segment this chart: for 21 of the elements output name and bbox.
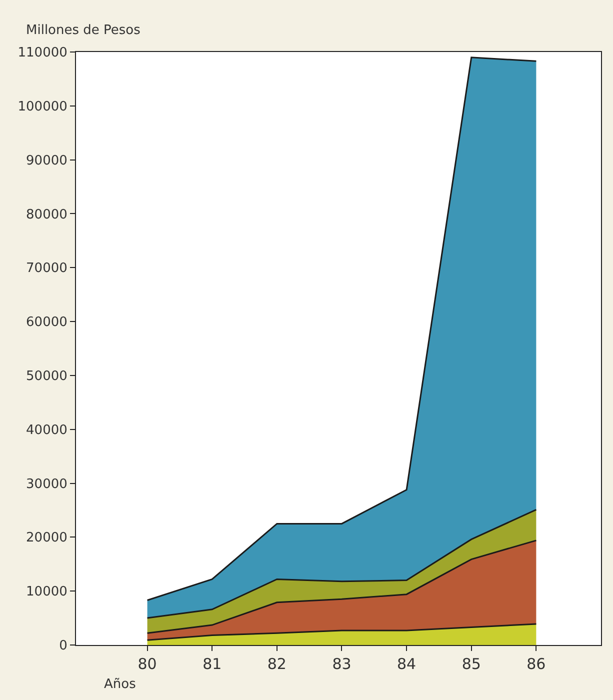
x-tick-label: 83 (332, 655, 352, 673)
y-tick-label: 110000 (18, 46, 68, 61)
y-tick-label: 10000 (26, 584, 68, 600)
y-tick-label: 30000 (26, 476, 68, 492)
y-tick-label: 40000 (26, 422, 68, 438)
x-axis-title: Años (104, 677, 136, 692)
x-tick-label: 84 (397, 655, 416, 673)
y-tick-label: 90000 (26, 153, 68, 168)
y-tick-label: 50000 (26, 369, 68, 384)
y-tick-label: 20000 (26, 530, 68, 546)
y-tick-label: 70000 (26, 261, 68, 276)
y-tick-label: 100000 (18, 99, 68, 114)
y-tick-label: 0 (59, 638, 68, 654)
x-tick-label: 86 (526, 655, 546, 673)
y-tick-label: 60000 (26, 315, 68, 330)
x-tick-label: 80 (138, 655, 157, 673)
x-tick-label: 85 (462, 655, 481, 673)
x-tick-label: 82 (267, 655, 286, 673)
y-axis-title: Millones de Pesos (26, 23, 141, 38)
y-tick-label: 80000 (26, 207, 68, 222)
x-tick-label: 81 (202, 655, 222, 673)
